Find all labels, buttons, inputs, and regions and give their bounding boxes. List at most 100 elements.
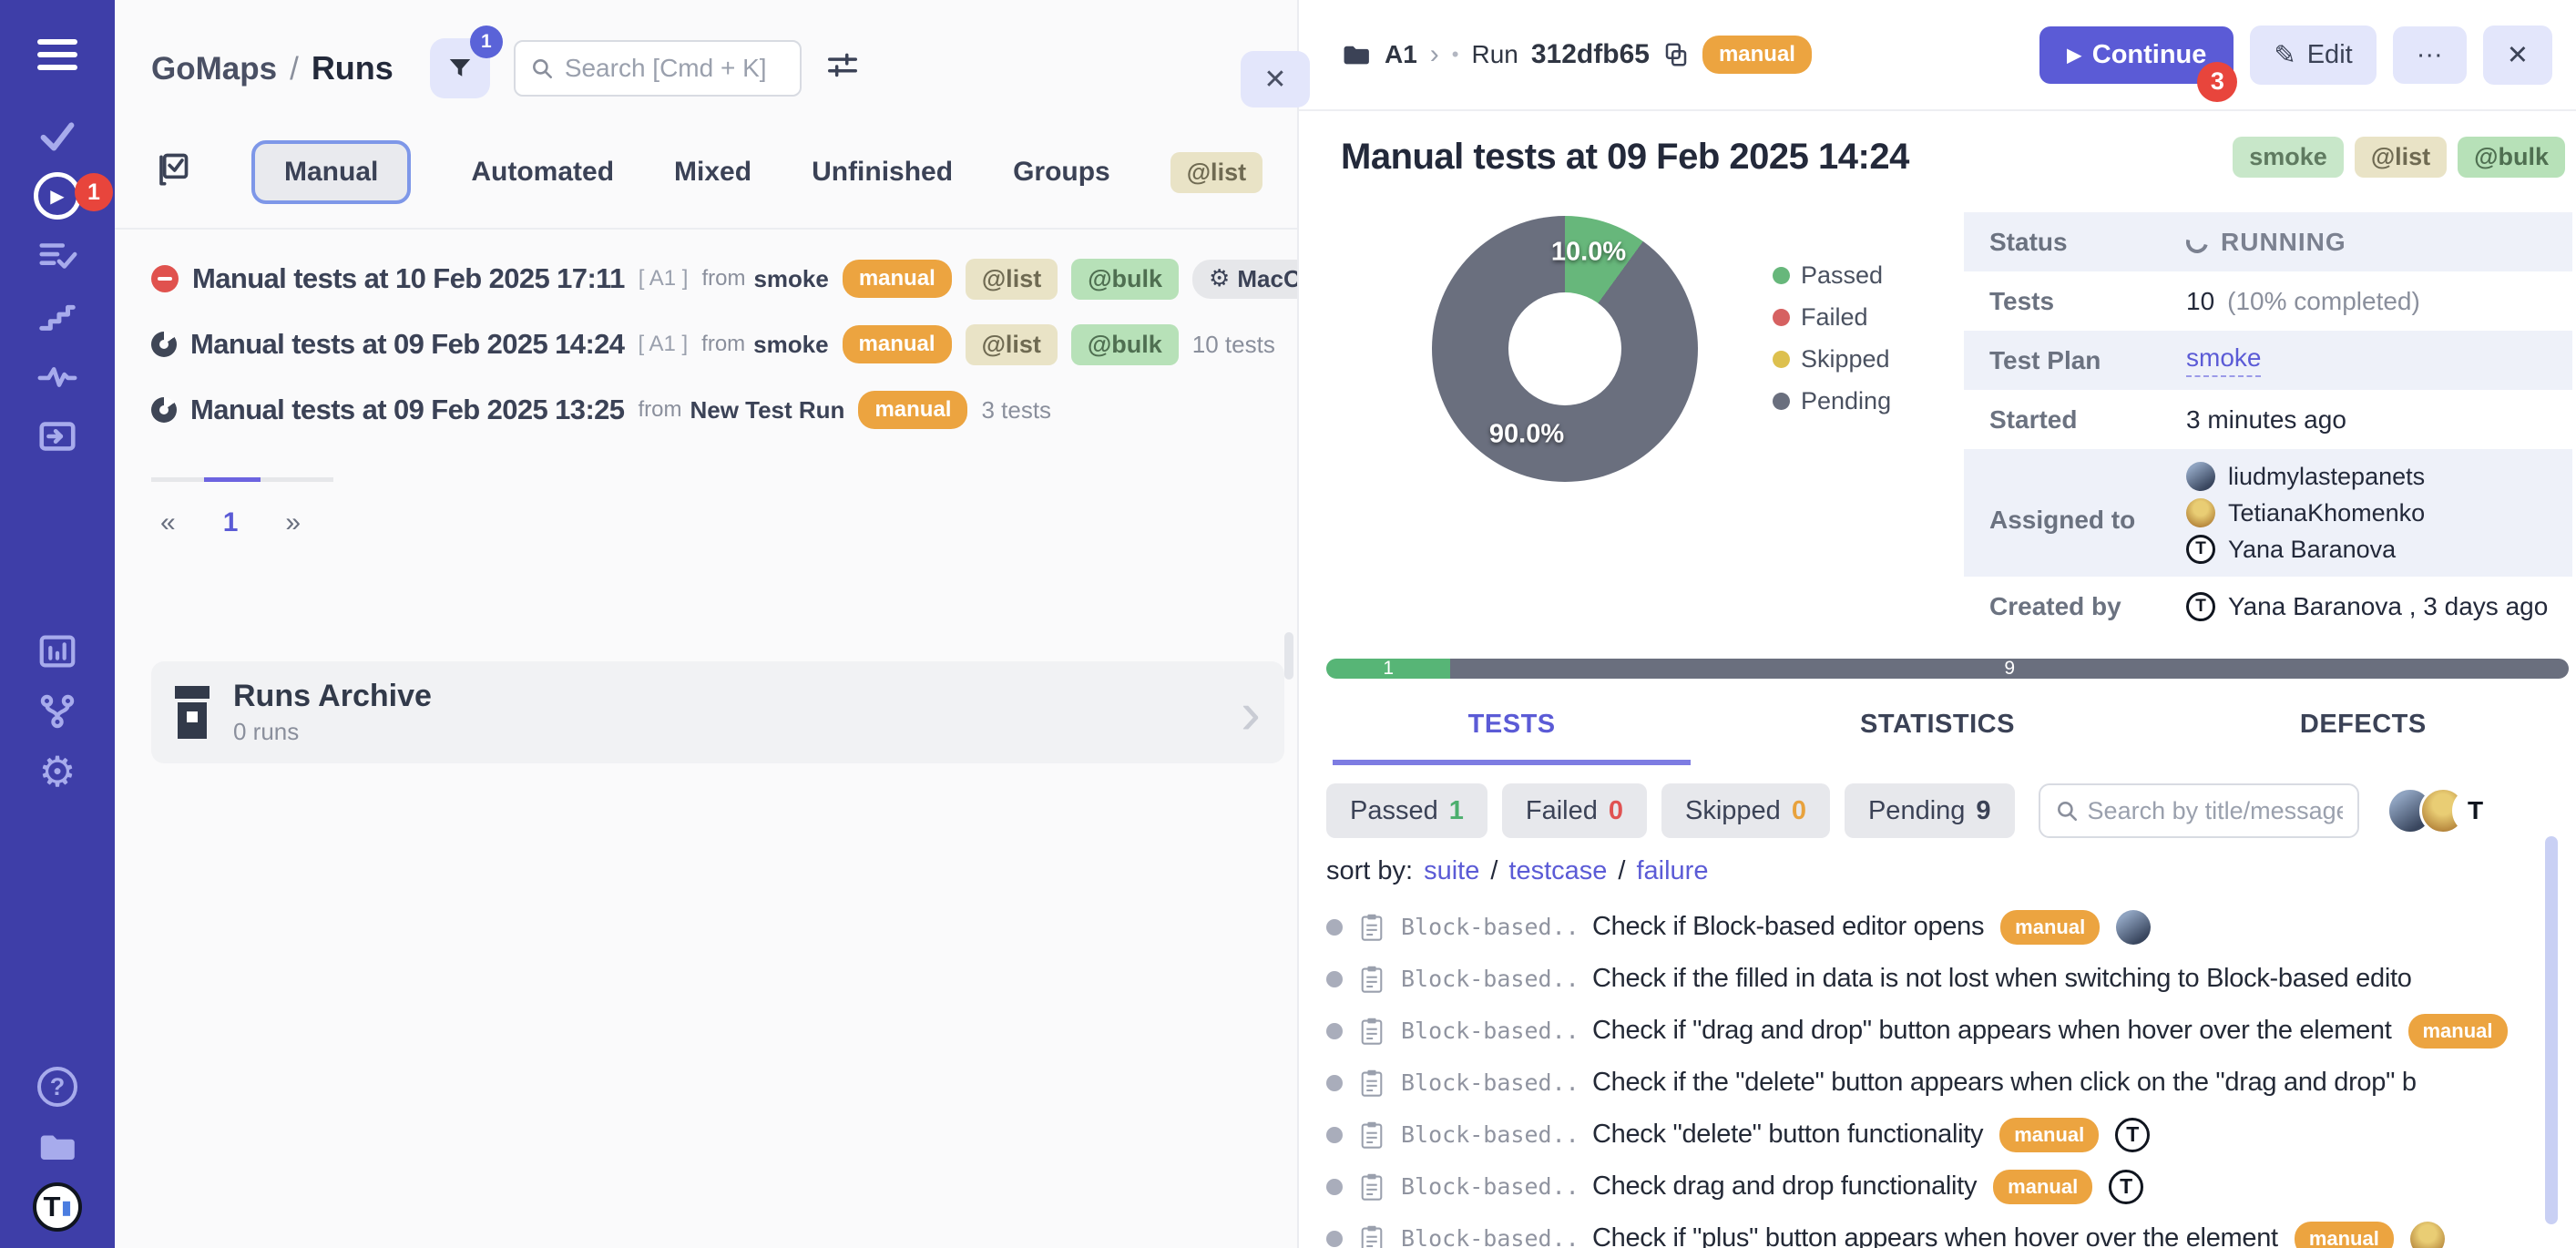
run-source: smoke bbox=[753, 331, 828, 359]
sidebar-item-settings[interactable]: ⚙ bbox=[33, 747, 82, 796]
continue-run-button[interactable]: ▶ Continue 3 bbox=[2039, 26, 2234, 84]
edit-run-button[interactable]: ✎ Edit bbox=[2250, 26, 2376, 85]
env-chip-macos[interactable]: ⚙MacOS bbox=[1192, 260, 1297, 299]
tab-groups[interactable]: Groups bbox=[1013, 157, 1110, 188]
scrollbar-thumb[interactable] bbox=[204, 477, 261, 482]
pagination-page-1[interactable]: 1 bbox=[223, 507, 239, 538]
sidebar-item-reports[interactable] bbox=[33, 627, 82, 676]
clipboard-icon bbox=[1359, 1069, 1385, 1098]
sidebar-item-testcases[interactable] bbox=[33, 111, 82, 160]
tag-filter-list[interactable]: @list bbox=[1170, 152, 1262, 193]
copy-run-id-button[interactable] bbox=[1662, 41, 1690, 68]
pulse-icon bbox=[36, 355, 78, 397]
tab-mixed[interactable]: Mixed bbox=[674, 157, 751, 188]
sidebar-item-import[interactable] bbox=[33, 412, 82, 461]
run-type-badge: manual bbox=[843, 325, 952, 363]
test-row[interactable]: Block-based... Check if Block-based edit… bbox=[1299, 901, 2576, 953]
test-row[interactable]: Block-based... Check if the filled in da… bbox=[1299, 953, 2576, 1005]
tab-manual[interactable]: Manual bbox=[251, 140, 411, 204]
donut-chart: 10.0% 90.0% bbox=[1432, 216, 1698, 482]
bullet-icon: • bbox=[1452, 43, 1459, 66]
horizontal-scrollbar[interactable] bbox=[151, 477, 333, 482]
vertical-scrollbar[interactable] bbox=[1284, 632, 1293, 680]
tests-scrollbar[interactable] bbox=[2545, 836, 2558, 1224]
select-runs-button[interactable] bbox=[151, 150, 191, 195]
tab-automated[interactable]: Automated bbox=[471, 157, 614, 188]
assignee[interactable]: liudmylastepanets bbox=[2186, 462, 2425, 491]
close-panel-button[interactable]: ✕ bbox=[1241, 51, 1310, 107]
tab-unfinished[interactable]: Unfinished bbox=[812, 157, 953, 188]
test-suite[interactable]: Block-based... bbox=[1401, 914, 1576, 940]
avatar[interactable]: T bbox=[2452, 787, 2499, 834]
sidebar-item-runs[interactable]: ▶ 1 bbox=[33, 171, 82, 220]
avatar bbox=[2186, 462, 2215, 491]
test-row[interactable]: Block-based... Check drag and drop funct… bbox=[1299, 1161, 2576, 1212]
info-row-tests: Tests 10(10% completed) bbox=[1964, 271, 2572, 331]
sidebar-item-projects[interactable] bbox=[33, 1122, 82, 1171]
filter-passed[interactable]: Passed1 bbox=[1326, 783, 1487, 838]
tag-list[interactable]: @list bbox=[2355, 137, 2447, 178]
more-actions-button[interactable]: ··· bbox=[2393, 26, 2467, 84]
run-ref: [ A1 ] bbox=[638, 332, 688, 357]
test-suite[interactable]: Block-based... bbox=[1401, 1069, 1576, 1096]
close-details-button[interactable]: ✕ bbox=[2483, 26, 2552, 85]
filter-failed[interactable]: Failed0 bbox=[1502, 783, 1647, 838]
test-row[interactable]: Block-based... Check "delete" button fun… bbox=[1299, 1109, 2576, 1161]
filter-skipped[interactable]: Skipped0 bbox=[1661, 783, 1830, 838]
result-filters: Passed1 Failed0 Skipped0 Pending9 T bbox=[1326, 783, 2569, 838]
test-row[interactable]: Block-based... Check if "drag and drop" … bbox=[1299, 1005, 2576, 1057]
menu-icon[interactable] bbox=[33, 27, 82, 77]
test-plan-link[interactable]: smoke bbox=[2186, 343, 2261, 377]
run-row[interactable]: Manual tests at 09 Feb 2025 13:25 from N… bbox=[115, 377, 1297, 443]
gear-icon: ⚙ bbox=[1209, 267, 1230, 291]
runs-archive-card[interactable]: Runs Archive 0 runs › bbox=[151, 661, 1284, 763]
test-suite[interactable]: Block-based... bbox=[1401, 1121, 1576, 1148]
test-row[interactable]: Block-based... Check if "plus" button ap… bbox=[1299, 1212, 2576, 1248]
sidebar-item-integrations[interactable] bbox=[33, 687, 82, 736]
run-tag-list[interactable]: @list bbox=[966, 259, 1058, 300]
assignee[interactable]: TetianaKhomenko bbox=[2186, 498, 2425, 527]
pagination-next-button[interactable]: » bbox=[285, 507, 301, 538]
pagination-prev-button[interactable]: « bbox=[160, 507, 176, 538]
run-tag-list[interactable]: @list bbox=[966, 324, 1058, 365]
tests-search-input[interactable] bbox=[2088, 797, 2343, 825]
assignee[interactable]: TYana Baranova bbox=[2186, 535, 2425, 564]
test-suite[interactable]: Block-based... bbox=[1401, 1225, 1576, 1248]
breadcrumb-project[interactable]: GoMaps bbox=[151, 51, 277, 87]
sort-by-suite[interactable]: suite bbox=[1424, 856, 1479, 886]
sidebar-item-milestones[interactable] bbox=[33, 292, 82, 341]
breadcrumb-folder[interactable]: A1 bbox=[1385, 40, 1417, 69]
run-tag-bulk[interactable]: @bulk bbox=[1071, 324, 1179, 365]
filter-button[interactable]: 1 bbox=[430, 38, 490, 98]
test-row[interactable]: Block-based... Check if the "delete" but… bbox=[1299, 1057, 2576, 1109]
tab-statistics[interactable]: STATISTICS bbox=[1724, 710, 2150, 760]
clipboard-icon bbox=[1359, 1224, 1385, 1248]
tag-bulk[interactable]: @bulk bbox=[2458, 137, 2565, 178]
tests-value: 10 bbox=[2186, 287, 2214, 316]
test-suite[interactable]: Block-based... bbox=[1401, 1173, 1576, 1200]
workspace-avatar[interactable]: T▮ bbox=[33, 1182, 82, 1232]
play-circle-icon: ▶ bbox=[34, 172, 81, 220]
filter-pending[interactable]: Pending9 bbox=[1845, 783, 2015, 838]
tab-tests[interactable]: TESTS bbox=[1299, 710, 1724, 760]
run-tag-bulk[interactable]: @bulk bbox=[1071, 259, 1179, 300]
display-settings-button[interactable] bbox=[825, 49, 860, 88]
tag-smoke[interactable]: smoke bbox=[2233, 137, 2344, 178]
runs-search bbox=[514, 40, 802, 97]
runs-search-input[interactable] bbox=[565, 54, 785, 83]
folder-icon bbox=[1341, 39, 1372, 70]
sort-by-testcase[interactable]: testcase bbox=[1508, 856, 1607, 886]
sidebar-item-help[interactable]: ? bbox=[33, 1062, 82, 1111]
archive-icon bbox=[175, 686, 210, 739]
sidebar-item-test-plans[interactable] bbox=[33, 231, 82, 281]
sidebar-item-activity[interactable] bbox=[33, 352, 82, 401]
run-tags: smoke @list @bulk bbox=[2233, 137, 2565, 178]
run-row[interactable]: Manual tests at 10 Feb 2025 17:11 [ A1 ]… bbox=[115, 246, 1297, 312]
pending-status-icon bbox=[1326, 1231, 1343, 1247]
run-row[interactable]: Manual tests at 09 Feb 2025 14:24 [ A1 ]… bbox=[115, 312, 1297, 377]
sort-by-failure[interactable]: failure bbox=[1636, 856, 1708, 886]
test-suite[interactable]: Block-based... bbox=[1401, 966, 1576, 992]
sidebar: ▶ 1 ⚙ ? T▮ bbox=[0, 0, 115, 1248]
tab-defects[interactable]: DEFECTS bbox=[2151, 710, 2576, 760]
test-suite[interactable]: Block-based... bbox=[1401, 1018, 1576, 1044]
